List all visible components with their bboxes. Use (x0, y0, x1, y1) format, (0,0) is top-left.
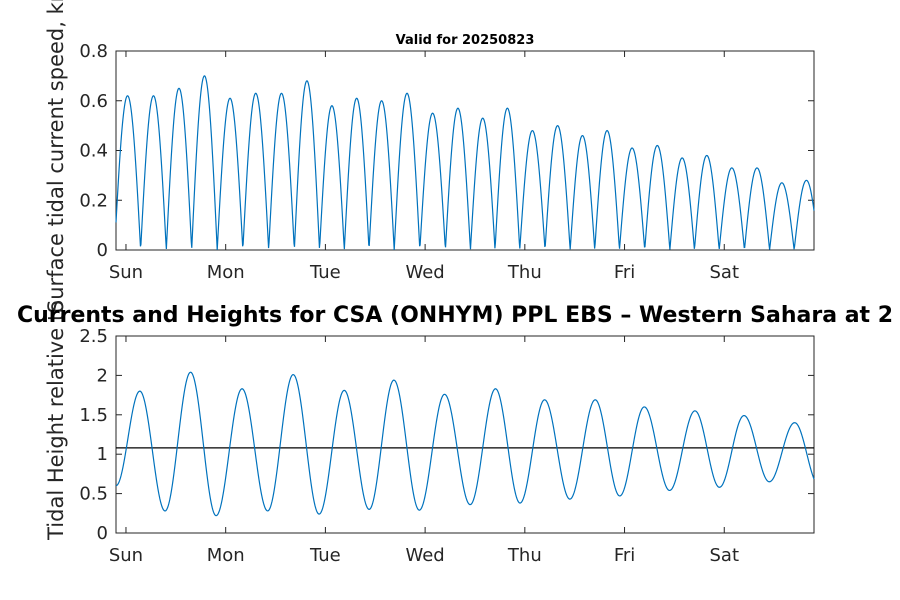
figure-main-title: Currents and Heights for CSA (ONHYM) PPL… (17, 303, 893, 328)
y-tick-label: 0.4 (79, 141, 108, 162)
x-tick-label: Sat (709, 545, 739, 566)
y-tick-label: 0 (97, 523, 108, 544)
y-tick-label: 1.5 (79, 405, 108, 426)
x-tick-label: Tue (309, 262, 341, 283)
current-speed-panel: Valid for 20250823 0 0.2 0.4 0.6 0.8 Sun Mon T… (44, 0, 815, 313)
tidal-height-panel: 0 0.5 1 1.5 2 2.5 Sun Mon Tue Wed Thu Fri Sat Tidal… (44, 300, 815, 566)
current-y-label: Surface tidal current speed, kn (44, 0, 68, 313)
x-tick-label: Sun (109, 262, 143, 283)
y-tick-label: 2 (97, 365, 108, 386)
height-plot-area (115, 335, 815, 534)
x-tick-label: Thu (507, 262, 542, 283)
x-tick-label: Mon (207, 262, 245, 283)
x-tick-label: Wed (405, 262, 444, 283)
y-tick-label: 0.5 (79, 484, 108, 505)
current-panel-title: Valid for 20250823 (396, 33, 535, 48)
x-tick-label: Wed (405, 545, 444, 566)
x-tick-label: Fri (614, 262, 635, 283)
x-tick-label: Thu (507, 545, 542, 566)
x-tick-label: Tue (309, 545, 341, 566)
current-plot-area (115, 50, 815, 251)
y-tick-label: 2.5 (79, 326, 108, 347)
y-tick-label: 0.8 (79, 41, 108, 62)
y-tick-label: 1 (97, 444, 108, 465)
current-speed-line (115, 75, 815, 251)
height-x-axis: Sun Mon Tue Wed Thu Fri Sat (109, 336, 739, 566)
y-tick-label: 0 (97, 240, 108, 261)
y-tick-label: 0.6 (79, 91, 108, 112)
x-tick-label: Mon (207, 545, 245, 566)
x-tick-label: Fri (614, 545, 635, 566)
tidal-height-line (115, 371, 815, 517)
height-y-label: Tidal Height relative to (44, 300, 68, 541)
x-tick-label: Sat (709, 262, 739, 283)
height-y-axis: 0 0.5 1 1.5 2 2.5 (79, 326, 814, 544)
x-tick-label: Sun (109, 545, 143, 566)
y-tick-label: 0.2 (79, 190, 108, 211)
current-x-axis: Sun Mon Tue Wed Thu Fri Sat (109, 51, 739, 283)
current-y-axis: 0 0.2 0.4 0.6 0.8 (79, 41, 814, 261)
